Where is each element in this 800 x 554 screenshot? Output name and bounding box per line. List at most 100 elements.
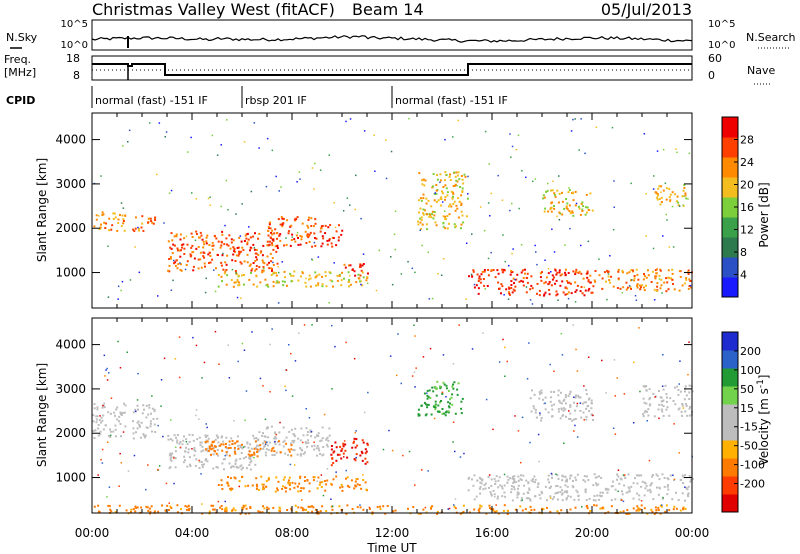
heatmap-cell xyxy=(134,408,137,411)
heatmap-cell xyxy=(418,211,420,214)
heatmap-cell xyxy=(157,468,159,471)
heatmap-cell xyxy=(379,505,382,508)
heatmap-cell xyxy=(132,420,134,423)
heatmap-cell xyxy=(644,487,647,490)
heatmap-cell xyxy=(135,216,137,219)
heatmap-cell xyxy=(541,507,543,510)
freq-label-2: [MHz] xyxy=(4,66,36,79)
heatmap-cell xyxy=(195,409,198,411)
heatmap-cell xyxy=(170,454,173,456)
heatmap-cell xyxy=(447,410,450,413)
heatmap-cell xyxy=(326,239,329,242)
heatmap-cell xyxy=(301,222,304,225)
heatmap-cell xyxy=(212,504,215,507)
heatmap-cell xyxy=(638,494,641,497)
heatmap-cell xyxy=(136,399,139,401)
heatmap-cell xyxy=(575,394,577,397)
heatmap-cell xyxy=(163,222,165,224)
heatmap-cell xyxy=(594,280,597,283)
heatmap-cell xyxy=(198,460,201,463)
heatmap-cell xyxy=(233,448,236,451)
heatmap-cell xyxy=(235,272,237,274)
heatmap-cell xyxy=(147,413,150,416)
heatmap-cell xyxy=(221,488,224,490)
heatmap-cell xyxy=(563,207,566,210)
heatmap-cell xyxy=(580,244,582,247)
heatmap-cell xyxy=(667,288,670,291)
heatmap-cell xyxy=(533,393,536,396)
heatmap-cell xyxy=(161,504,163,507)
heatmap-cell xyxy=(228,234,231,237)
heatmap-cell xyxy=(653,415,656,418)
heatmap-cell xyxy=(254,446,257,449)
heatmap-cell xyxy=(530,410,533,413)
heatmap-cell xyxy=(558,271,561,274)
heatmap-cell xyxy=(150,505,153,508)
heatmap-cell xyxy=(587,240,590,243)
heatmap-cell xyxy=(200,473,202,475)
heatmap-cell xyxy=(335,459,338,462)
heatmap-cell xyxy=(617,469,620,471)
heatmap-cell xyxy=(386,505,389,507)
heatmap-cell xyxy=(307,442,310,444)
heatmap-cell xyxy=(473,283,476,286)
heatmap-cell xyxy=(569,418,572,420)
heatmap-cell xyxy=(581,201,584,204)
heatmap-cell xyxy=(664,510,667,513)
heatmap-cell xyxy=(556,215,558,218)
heatmap-cell xyxy=(394,509,397,512)
heatmap-cell xyxy=(666,396,668,399)
heatmap-cell xyxy=(427,470,429,472)
heatmap-cell xyxy=(606,298,608,301)
heatmap-cell xyxy=(423,401,426,404)
heatmap-cell xyxy=(614,395,616,397)
heatmap-cell xyxy=(607,275,610,278)
heatmap-cell xyxy=(456,393,459,396)
heatmap-cell xyxy=(517,475,520,478)
heatmap-cell xyxy=(298,171,301,173)
heatmap-cell xyxy=(520,499,523,502)
heatmap-cell xyxy=(601,359,603,362)
heatmap-cell xyxy=(460,412,463,415)
heatmap-cell xyxy=(106,379,109,381)
heatmap-cell xyxy=(326,479,329,482)
heatmap-cell xyxy=(564,244,566,246)
heatmap-cell xyxy=(536,486,539,488)
heatmap-cell xyxy=(524,508,527,511)
heatmap-cell xyxy=(473,474,476,477)
heatmap-cell xyxy=(207,253,210,256)
heatmap-cell xyxy=(660,396,663,399)
xtick-label: 00:00 xyxy=(675,526,710,540)
heatmap-cell xyxy=(309,277,312,280)
heatmap-cell xyxy=(646,489,649,492)
heatmap-cell xyxy=(657,506,660,509)
heatmap-cell xyxy=(605,280,607,283)
ytick-label: 1000 xyxy=(55,266,86,280)
heatmap-cell xyxy=(660,505,663,508)
heatmap-cell xyxy=(652,498,655,501)
heatmap-cell xyxy=(320,227,322,230)
heatmap-cell xyxy=(335,446,338,449)
heatmap-cell xyxy=(590,399,593,402)
heatmap-cell xyxy=(588,397,591,400)
heatmap-cell xyxy=(97,504,100,507)
heatmap-cell xyxy=(511,291,514,294)
heatmap-cell xyxy=(340,449,343,452)
heatmap-cell xyxy=(435,184,438,186)
heatmap-cell xyxy=(574,281,577,284)
heatmap-cell xyxy=(195,458,198,461)
heatmap-cell xyxy=(411,267,414,270)
heatmap-cell xyxy=(325,510,328,512)
heatmap-cell xyxy=(312,479,315,482)
heatmap-cell xyxy=(422,356,425,358)
heatmap-cell xyxy=(301,509,304,512)
heatmap-cell xyxy=(665,187,668,190)
heatmap-cell xyxy=(208,252,211,254)
heatmap-cell xyxy=(456,180,459,183)
heatmap-cell xyxy=(584,491,587,494)
heatmap-cell xyxy=(364,452,367,455)
heatmap-cell xyxy=(179,262,181,264)
heatmap-cell xyxy=(273,437,276,440)
heatmap-cell xyxy=(319,440,322,443)
heatmap-cell xyxy=(436,380,439,383)
